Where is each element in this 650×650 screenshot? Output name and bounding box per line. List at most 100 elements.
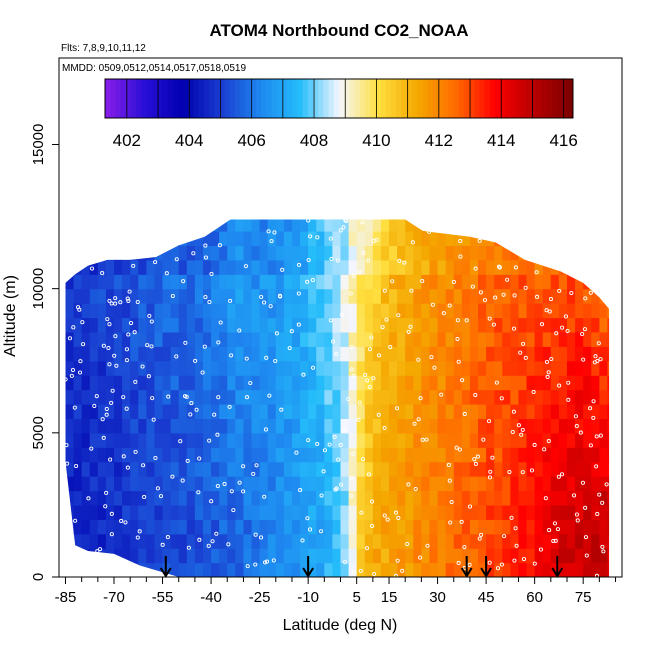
field-cell: [146, 418, 156, 434]
field-cell: [275, 303, 285, 319]
field-cell: [389, 432, 398, 448]
field-cell: [380, 331, 390, 347]
field-cell: [413, 562, 422, 577]
field-cell: [502, 231, 511, 247]
field-cell: [316, 490, 325, 506]
field-cell: [308, 231, 317, 247]
field-cell: [380, 418, 390, 434]
sample-point: [371, 376, 376, 381]
field-cell: [162, 317, 172, 333]
field-cell: [146, 303, 156, 319]
field-cell: [453, 404, 463, 420]
field-cell: [356, 346, 366, 362]
field-cell: [502, 519, 511, 535]
field-cell: [324, 219, 334, 232]
sample-point: [89, 446, 94, 451]
sample-point: [229, 489, 234, 494]
field-cell: [81, 317, 91, 333]
field-cell: [389, 389, 398, 405]
field-cell: [478, 331, 487, 347]
field-cell: [122, 548, 131, 564]
field-cell: [154, 288, 164, 304]
field-cell: [429, 562, 439, 577]
sample-point: [410, 240, 415, 245]
field-cell: [332, 375, 342, 391]
field-cell: [275, 274, 285, 290]
field-cell: [283, 219, 293, 232]
sample-point: [457, 447, 462, 452]
field-cell: [138, 461, 147, 477]
field-cell: [461, 317, 471, 333]
sample-point: [487, 475, 492, 480]
field-cell: [105, 288, 115, 304]
colorbar-bin: [557, 79, 564, 118]
sample-point: [103, 504, 108, 509]
field-cell: [364, 548, 374, 564]
sample-point: [315, 441, 320, 446]
sample-point: [369, 335, 374, 340]
sample-point: [446, 462, 451, 468]
field-cell: [421, 259, 431, 275]
sample-point: [357, 269, 362, 275]
field-cell: [413, 548, 422, 564]
field-cell: [259, 317, 269, 333]
field-cell: [130, 418, 139, 434]
field-cell: [243, 533, 253, 549]
field-cell: [575, 519, 584, 535]
field-cell: [510, 504, 520, 520]
field-cell: [486, 432, 495, 448]
x-tick-label: 15: [381, 589, 398, 606]
field-cell: [219, 476, 228, 492]
field-cell: [122, 447, 131, 463]
sample-point: [521, 341, 526, 346]
field-cell: [566, 360, 576, 376]
field-cell: [510, 447, 520, 463]
field-cell: [235, 519, 245, 535]
sample-point: [63, 377, 68, 382]
field-cell: [130, 490, 139, 506]
sample-point: [351, 273, 356, 278]
field-cell: [364, 404, 374, 420]
field-cell: [486, 331, 495, 347]
field-cell: [324, 274, 334, 290]
field-cell: [105, 274, 115, 290]
field-cell: [275, 548, 285, 564]
field-cell: [348, 461, 358, 477]
field-cell: [340, 303, 350, 319]
field-cell: [397, 519, 406, 535]
sample-point: [160, 542, 165, 547]
field-cell: [461, 331, 471, 347]
field-cell: [105, 447, 115, 463]
colorbar-bin: [177, 79, 184, 118]
field-cell: [154, 375, 164, 391]
field-cell: [219, 389, 228, 405]
field-cell: [105, 331, 115, 347]
field-cell: [275, 231, 285, 247]
field-cell: [146, 274, 156, 290]
field-cell: [300, 389, 309, 405]
field-cell: [405, 389, 414, 405]
field-cell: [81, 375, 91, 391]
field-cell: [316, 346, 325, 362]
field-cell: [478, 288, 487, 304]
field-cell: [486, 447, 495, 463]
field-cell: [542, 404, 552, 420]
field-cell: [138, 447, 147, 463]
field-cell: [372, 476, 382, 492]
sample-point: [108, 457, 113, 462]
sample-point: [597, 492, 602, 497]
sample-point: [382, 513, 387, 518]
field-cell: [138, 317, 147, 333]
sample-point: [298, 488, 303, 493]
field-cell: [202, 346, 212, 362]
field-cell: [469, 490, 479, 506]
field-cell: [170, 245, 180, 261]
field-cell: [518, 259, 528, 275]
field-cell: [550, 519, 560, 535]
field-cell: [130, 533, 139, 549]
field-cell: [421, 331, 431, 347]
field-cell: [389, 219, 398, 232]
field-cell: [194, 245, 204, 261]
field-cell: [332, 404, 342, 420]
colorbar-bin: [240, 79, 246, 118]
